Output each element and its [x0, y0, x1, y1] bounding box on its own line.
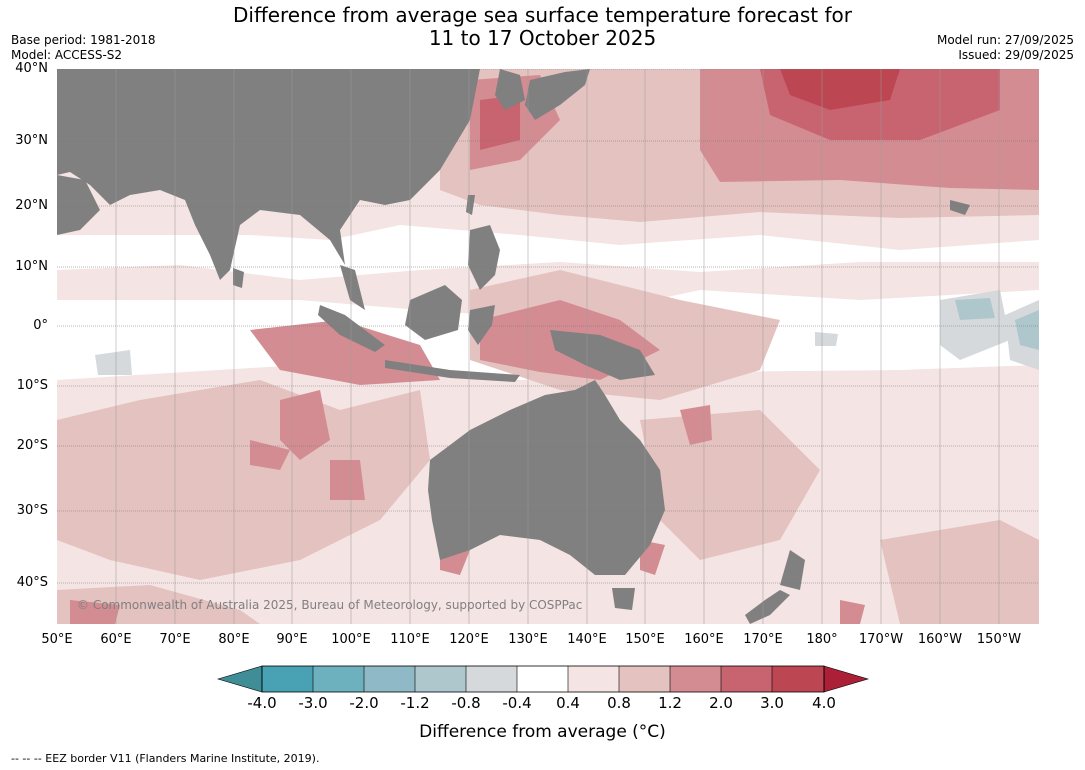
colorbar-tick-label: -0.8 — [451, 694, 481, 712]
colorbar-tick-label: -1.2 — [400, 694, 430, 712]
lon-label: 50°E — [41, 632, 73, 647]
colorbar-bin-10 — [670, 666, 721, 692]
lon-label: 100°E — [331, 632, 371, 647]
colorbar-tick-label: -3.0 — [298, 694, 328, 712]
lat-label: 10°N — [15, 259, 48, 274]
model-run: Model run: 27/09/2025 — [936, 33, 1074, 47]
colorbar-tick-label: 2.0 — [709, 694, 733, 712]
lon-label: 130°E — [508, 632, 548, 647]
anomaly-band-neg-0-8 — [955, 298, 1039, 350]
base-period: Base period: 1981-2018 — [11, 33, 156, 47]
lat-label: 30°N — [15, 133, 48, 148]
title-line1: Difference from average sea surface temp… — [232, 3, 852, 27]
colorbar-tick-label: 0.8 — [607, 694, 631, 712]
lat-label: 20°S — [16, 438, 48, 453]
copyright-notice: © Commonwealth of Australia 2025, Bureau… — [77, 598, 583, 612]
colorbar-bin-12 — [772, 666, 824, 692]
lon-label: 150°W — [976, 632, 1022, 647]
colorbar-bin-5 — [415, 666, 466, 692]
colorbar-bin-8 — [568, 666, 619, 692]
colorbar-tick-label: 1.2 — [658, 694, 682, 712]
colorbar-separators — [261, 666, 825, 692]
land-masses — [57, 69, 970, 624]
lon-label: 120°E — [449, 632, 489, 647]
lat-label: 30°S — [16, 503, 48, 518]
colorbar-bin-7 — [517, 666, 568, 692]
colorbar-bin-13 — [823, 665, 870, 693]
colorbar-bin-3 — [313, 666, 364, 692]
colorbar-bin-4 — [364, 666, 415, 692]
colorbar-bin-1 — [216, 665, 263, 693]
colorbar-bin-2 — [262, 666, 313, 692]
colorbar-tick-label: -2.0 — [349, 694, 379, 712]
colorbar-tick-label: -0.4 — [502, 694, 532, 712]
lon-label: 150°E — [625, 632, 665, 647]
lon-label: 70°E — [159, 632, 191, 647]
colorbar-tick-label: 0.4 — [556, 694, 580, 712]
lon-label: 110°E — [390, 632, 430, 647]
lon-label: 60°E — [100, 632, 132, 647]
lon-label: 140°E — [567, 632, 607, 647]
colorbar-tick-label: -4.0 — [247, 694, 277, 712]
lon-label: 180° — [806, 632, 838, 647]
lat-label: 40°N — [15, 61, 48, 76]
meridians — [115, 69, 1000, 624]
graticule — [57, 69, 1039, 584]
title-line2: 11 to 17 October 2025 — [428, 26, 657, 50]
colorbar-tick-label: 4.0 — [812, 694, 836, 712]
colorbar-title: Difference from average (°C) — [419, 722, 666, 742]
colorbar-tick-label: 3.0 — [760, 694, 784, 712]
colorbar-bin-9 — [619, 666, 670, 692]
meta-right: Model run: 27/09/2025 Issued: 29/09/2025 — [937, 33, 1074, 63]
lat-label: 40°S — [16, 575, 48, 590]
colorbar-bin-6 — [466, 666, 517, 692]
colorbar-bin-11 — [721, 666, 772, 692]
lat-label: 20°N — [15, 198, 48, 213]
lon-label: 170°W — [858, 632, 904, 647]
issued-date: Issued: 29/09/2025 — [958, 48, 1074, 62]
anomaly-band-3-0 — [780, 69, 900, 110]
meta-left: Base period: 1981-2018 Model: ACCESS-S2 — [11, 33, 156, 63]
model-name: Model: ACCESS-S2 — [11, 48, 123, 62]
lon-label: 160°W — [917, 632, 963, 647]
colorbar — [216, 665, 870, 693]
lon-label: 90°E — [276, 632, 308, 647]
map-title: Difference from average sea surface temp… — [0, 4, 1085, 50]
lat-label: 0° — [33, 318, 48, 333]
lon-label: 170°E — [743, 632, 783, 647]
lon-label: 160°E — [684, 632, 724, 647]
lat-label: 10°S — [16, 378, 48, 393]
lon-label: 80°E — [218, 632, 250, 647]
eez-footnote: -- -- -- EEZ border V11 (Flanders Marine… — [11, 752, 320, 765]
